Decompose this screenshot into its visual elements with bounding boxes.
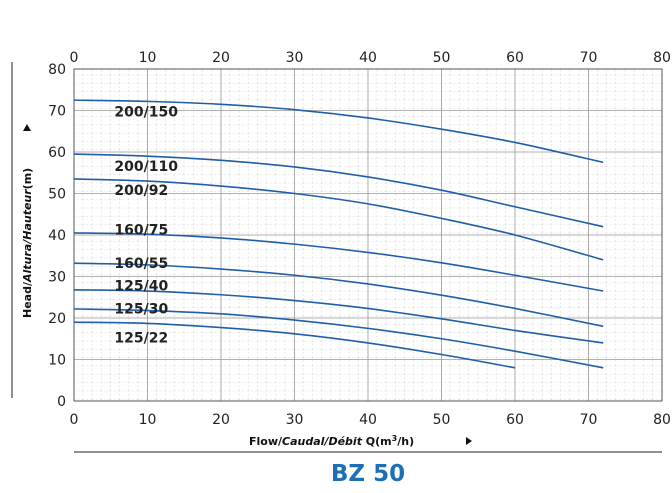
y-axis-title-slash: / xyxy=(21,239,34,246)
curve-125-22 xyxy=(73,321,516,369)
y-tick-label: 0 xyxy=(57,394,66,410)
y-tick-label: 50 xyxy=(48,187,66,203)
x-tick-label-bottom: 0 xyxy=(70,412,79,428)
x-axis-title-unit: /h) xyxy=(397,435,414,448)
y-tick-label: 70 xyxy=(48,104,66,120)
x-tick-label-top: 60 xyxy=(506,50,524,66)
curve-label: 125/40 xyxy=(114,279,168,295)
y-axis-arrow-icon xyxy=(23,124,31,131)
curve-160-55 xyxy=(73,262,604,328)
curve-200-92 xyxy=(73,178,604,261)
x-axis-title-q: Q(m xyxy=(362,435,392,448)
curve-label: 200/92 xyxy=(114,183,168,199)
curves-layer xyxy=(73,99,604,369)
x-axis-title-slash: / xyxy=(322,435,329,448)
y-tick-label: 10 xyxy=(48,353,66,369)
y-axis-title-unit: (m) xyxy=(21,168,34,190)
x-tick-label-bottom: 80 xyxy=(653,412,671,428)
curve-label: 200/150 xyxy=(114,104,178,120)
plot-frame xyxy=(73,68,663,402)
x-tick-label-bottom: 70 xyxy=(580,412,598,428)
curve-label: 125/22 xyxy=(114,331,168,347)
x-axis-title-caudal: Caudal xyxy=(282,435,325,448)
y-axis-title-head: Head/ xyxy=(21,281,34,318)
curve-label: 200/110 xyxy=(114,159,178,175)
curve-160-75 xyxy=(73,232,604,292)
x-tick-label-bottom: 40 xyxy=(359,412,377,428)
y-axis-title-altura: Altura xyxy=(21,244,34,283)
x-axis-title-flow: Flow/ xyxy=(249,435,283,448)
x-axis-title: Flow/Caudal/Débit Q(m3/h) xyxy=(249,434,414,448)
y-tick-label: 60 xyxy=(48,145,66,161)
curve-125-40 xyxy=(73,288,604,344)
x-tick-label-bottom: 50 xyxy=(433,412,451,428)
y-tick-label: 40 xyxy=(48,228,66,244)
curve-label: 160/55 xyxy=(114,256,168,272)
curve-200-150 xyxy=(73,99,604,164)
x-tick-label-top: 70 xyxy=(580,50,598,66)
x-tick-label-top: 20 xyxy=(212,50,230,66)
y-axis-title-hauteur: Hauteur xyxy=(21,189,34,240)
x-tick-label-bottom: 10 xyxy=(139,412,157,428)
x-tick-label-top: 30 xyxy=(286,50,304,66)
x-tick-label-bottom: 20 xyxy=(212,412,230,428)
curve-label: 160/75 xyxy=(114,223,168,239)
curve-label: 125/30 xyxy=(114,301,168,317)
y-tick-label: 30 xyxy=(48,270,66,286)
x-tick-label-bottom: 30 xyxy=(286,412,304,428)
curve-200-110 xyxy=(73,153,604,228)
x-tick-label-top: 10 xyxy=(139,50,157,66)
x-tick-label-top: 0 xyxy=(70,50,79,66)
y-axis-title: Head/Altura/Hauteur(m) xyxy=(21,168,34,318)
x-tick-label-top: 50 xyxy=(433,50,451,66)
y-tick-label: 80 xyxy=(48,62,66,78)
chart-title: BZ 50 xyxy=(331,461,405,487)
x-tick-label-top: 80 xyxy=(653,50,671,66)
x-tick-label-bottom: 60 xyxy=(506,412,524,428)
curve-125-30 xyxy=(73,308,604,369)
x-axis-title-superscript: 3 xyxy=(392,434,398,443)
x-axis-title-debit: Débit xyxy=(328,435,362,448)
ticks-layer: 0010102020303040405050606070708080010203… xyxy=(48,50,671,428)
y-tick-label: 20 xyxy=(48,311,66,327)
curve-labels-layer: 200/150 200/110 200/92 160/75 160/55 125/40 12… xyxy=(114,104,178,346)
x-axis-arrow-icon xyxy=(466,437,472,445)
x-tick-label-top: 40 xyxy=(359,50,377,66)
